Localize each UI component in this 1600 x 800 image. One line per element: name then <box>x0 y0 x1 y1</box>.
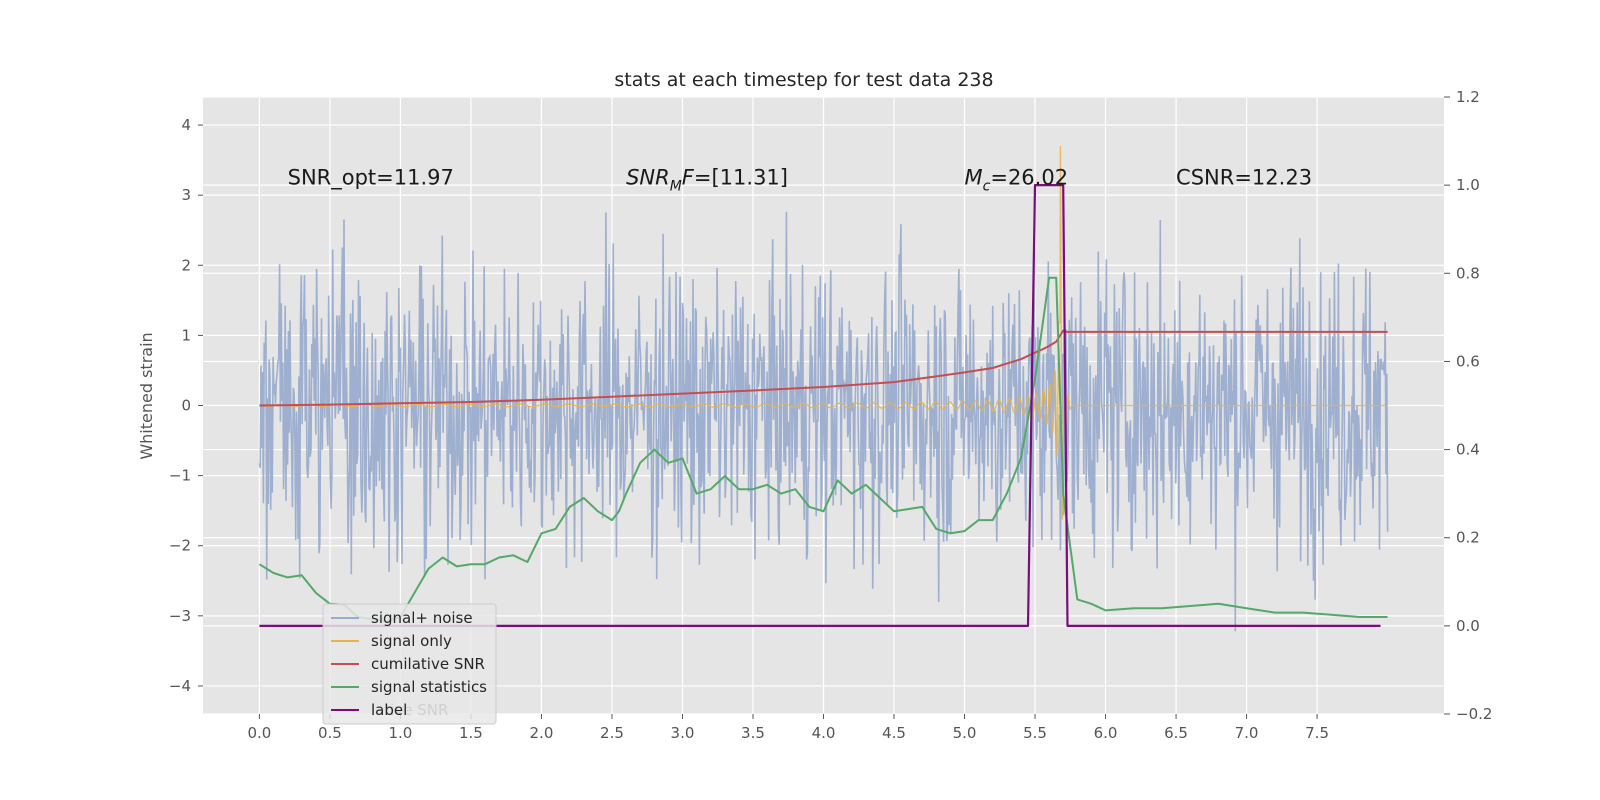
x-tick-label: 6.5 <box>1164 724 1188 742</box>
signal-only-line <box>259 146 1388 520</box>
y2-tick-label: 0.2 <box>1456 529 1480 547</box>
x-tick-label: 5.5 <box>1023 724 1047 742</box>
annotation-text: SNR_opt=11.97 <box>288 166 454 191</box>
x-tick-label: 1.0 <box>389 724 413 742</box>
y-tick-label: 4 <box>181 116 191 134</box>
y2-tick-label: 0.0 <box>1456 617 1480 635</box>
y-tick-label: −3 <box>169 607 191 625</box>
y-axis-label: Whitened strain <box>137 332 156 459</box>
y2-tick-label: 1.2 <box>1456 88 1480 106</box>
legend-box <box>322 603 497 725</box>
label-line <box>259 184 1381 627</box>
x-tick-label: 2.0 <box>530 724 554 742</box>
legend-label: signal+ noise <box>371 609 473 627</box>
annotation-text: CSNR=12.23 <box>1176 166 1312 190</box>
x-tick-label: 1.5 <box>459 724 483 742</box>
y-tick-label: 1 <box>181 326 191 344</box>
x-tick-label: 6.0 <box>1094 724 1118 742</box>
cumulative-snr-line <box>259 329 1388 407</box>
chart-title: stats at each timestep for test data 238 <box>614 69 993 91</box>
legend-label: signal statistics <box>371 678 487 696</box>
axes: 0.0 0.5 1.0 1.5 2.0 2.5 3.0 3.5 4.0 4.5 5.0 5.5 6.0 6… <box>169 88 1493 742</box>
legend-ghost-text: lative SNR <box>371 701 448 719</box>
series-layer <box>258 146 1389 632</box>
x-tick-label: 0.5 <box>318 724 342 742</box>
x-tick-label: 3.5 <box>741 724 765 742</box>
signal-noise-line <box>258 211 1389 632</box>
x-tick-label: 7.5 <box>1305 724 1329 742</box>
y2-tick-label: 1.0 <box>1456 176 1480 194</box>
y-tick-label: 2 <box>181 256 191 274</box>
y-tick-label: 3 <box>181 186 191 204</box>
y2-tick-label: −0.2 <box>1456 705 1492 723</box>
y2-tick-label: 0.8 <box>1456 264 1480 282</box>
y-tick-label: −4 <box>169 677 191 695</box>
y2-tick-label: 0.6 <box>1456 352 1480 370</box>
annotation-text: Mc=26.02 <box>965 166 1069 195</box>
y-tick-label: 0 <box>181 397 191 415</box>
y2-tick-label: 0.4 <box>1456 441 1480 459</box>
y-tick-label: −1 <box>169 467 191 485</box>
annotations: SNR_opt=11.97 SNRMF=[11.31] Mc=26.02 CSNR=1… <box>288 166 1312 195</box>
x-tick-label: 4.5 <box>882 724 906 742</box>
legend: lative SNR signal+ noise signal only cumila… <box>322 603 497 725</box>
signal-statistics-line <box>258 276 1388 623</box>
legend-label: cumilative SNR <box>371 655 485 673</box>
x-tick-label: 0.0 <box>247 724 271 742</box>
x-tick-label: 2.5 <box>600 724 624 742</box>
legend-label: signal only <box>371 632 452 650</box>
y-tick-label: −2 <box>169 537 191 555</box>
legend-label: label <box>371 701 407 719</box>
x-tick-label: 5.0 <box>953 724 977 742</box>
x-tick-label: 3.0 <box>671 724 695 742</box>
x-tick-label: 7.0 <box>1235 724 1259 742</box>
x-tick-label: 4.0 <box>812 724 836 742</box>
annotation-text: SNRMF=[11.31] <box>626 166 788 195</box>
